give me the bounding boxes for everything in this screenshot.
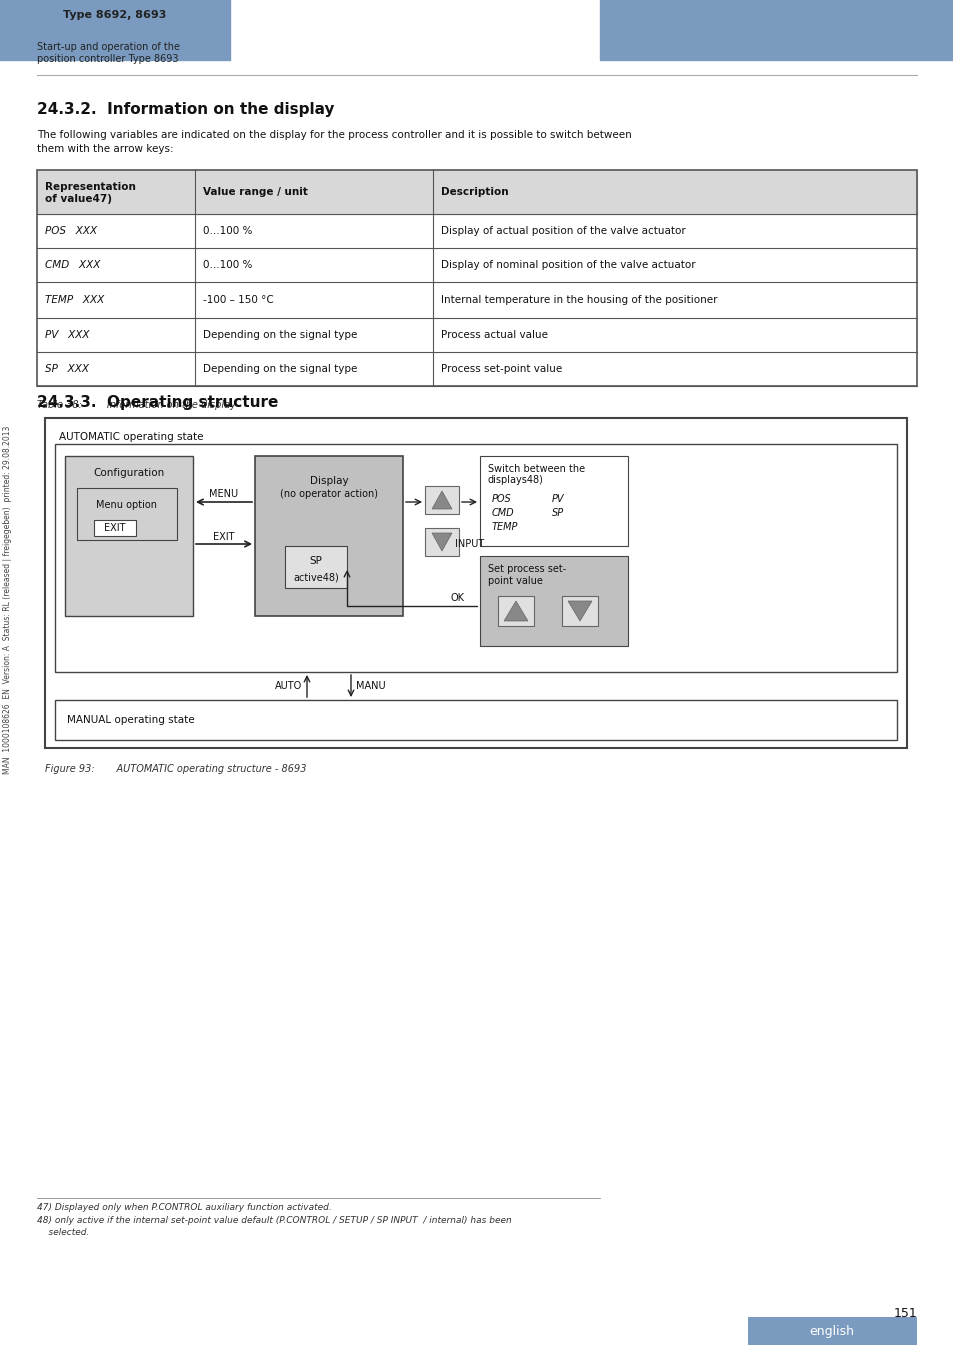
Text: AUTOMATIC operating state: AUTOMATIC operating state	[59, 432, 203, 441]
Bar	[55, 444, 896, 672]
Bar	[65, 456, 193, 616]
Text: Display of actual position of the valve actuator: Display of actual position of the valve …	[440, 225, 685, 236]
Bar	[497, 595, 534, 626]
Bar	[45, 418, 906, 748]
Text: Value range / unit: Value range / unit	[203, 188, 308, 197]
Text: Display of nominal position of the valve actuator: Display of nominal position of the valve…	[440, 261, 695, 270]
Text: Process set-point value: Process set-point value	[440, 364, 561, 374]
Text: -100 – 150 °C: -100 – 150 °C	[203, 296, 274, 305]
Text: TEMP   XXX: TEMP XXX	[45, 296, 104, 305]
Text: INPUT: INPUT	[455, 539, 483, 549]
Text: english: english	[809, 1324, 854, 1338]
Text: SP: SP	[552, 508, 563, 518]
Text: point value: point value	[488, 576, 542, 586]
Text: MANUAL operating state: MANUAL operating state	[67, 716, 194, 725]
Text: TEMP: TEMP	[492, 522, 517, 532]
Polygon shape	[567, 601, 592, 621]
Bar	[424, 528, 458, 556]
Text: position controller Type 8693: position controller Type 8693	[37, 54, 178, 63]
Text: 0...100 %: 0...100 %	[203, 225, 253, 236]
Text: Process actual value: Process actual value	[440, 329, 547, 340]
Text: AUTO: AUTO	[274, 680, 302, 691]
Text: OK: OK	[451, 593, 464, 603]
Text: bürkert: bürkert	[749, 8, 842, 28]
Text: POS: POS	[492, 494, 511, 504]
Text: PV   XXX: PV XXX	[45, 329, 90, 340]
Bar	[479, 456, 627, 545]
Text: selected.: selected.	[37, 1228, 90, 1237]
Text: Set process set-: Set process set-	[488, 564, 566, 574]
Bar	[285, 545, 347, 589]
Text: 47) Displayed only when P.CONTROL auxiliary function activated.: 47) Displayed only when P.CONTROL auxili…	[37, 1203, 332, 1212]
Text: Start-up and operation of the: Start-up and operation of the	[37, 42, 180, 53]
Text: Figure 93:       AUTOMATIC operating structure - 8693: Figure 93: AUTOMATIC operating structure…	[45, 764, 306, 774]
Polygon shape	[432, 491, 452, 509]
Text: active48): active48)	[293, 572, 338, 582]
Text: MAN  1000108626  EN  Version: A  Status: RL (released | freigegeben)  printed: 2: MAN 1000108626 EN Version: A Status: RL …	[4, 425, 12, 774]
Text: PV: PV	[552, 494, 564, 504]
Bar	[37, 170, 916, 386]
Text: displays48): displays48)	[488, 475, 543, 485]
Text: POS   XXX: POS XXX	[45, 225, 97, 236]
Text: 24.3.3.  Operating structure: 24.3.3. Operating structure	[37, 396, 278, 410]
Bar	[0, 0, 230, 59]
Text: CMD   XXX: CMD XXX	[45, 261, 100, 270]
Text: Internal temperature in the housing of the positioner: Internal temperature in the housing of t…	[440, 296, 717, 305]
Text: (no operator action): (no operator action)	[280, 489, 377, 500]
Text: Configuration: Configuration	[93, 468, 165, 478]
Text: EXIT: EXIT	[104, 522, 126, 533]
Text: SP   XXX: SP XXX	[45, 364, 89, 374]
Text: 151: 151	[892, 1307, 916, 1320]
Text: MENU: MENU	[210, 489, 238, 500]
Text: 48) only active if the internal set-point value default (P.CONTROL / SETUP / SP : 48) only active if the internal set-poin…	[37, 1216, 511, 1224]
Text: 0...100 %: 0...100 %	[203, 261, 253, 270]
Text: Depending on the signal type: Depending on the signal type	[203, 364, 357, 374]
Text: Menu option: Menu option	[96, 500, 157, 510]
Text: 24.3.2.  Information on the display: 24.3.2. Information on the display	[37, 103, 335, 117]
Text: Representation: Representation	[45, 182, 135, 192]
Text: Switch between the: Switch between the	[488, 464, 584, 474]
Bar	[55, 701, 896, 740]
Bar	[747, 1318, 916, 1345]
Bar	[37, 170, 916, 215]
Text: Type 8692, 8693: Type 8692, 8693	[63, 9, 167, 20]
Text: Description: Description	[440, 188, 508, 197]
Bar	[599, 0, 953, 59]
Text: EXIT: EXIT	[213, 532, 234, 541]
Bar	[77, 487, 177, 540]
Text: Table 38:        Information on the display: Table 38: Information on the display	[37, 400, 235, 410]
Text: MANU: MANU	[355, 680, 385, 691]
Text: SP: SP	[309, 556, 322, 566]
Text: of value47): of value47)	[45, 194, 112, 204]
Polygon shape	[503, 601, 527, 621]
Text: CMD: CMD	[492, 508, 514, 518]
Bar	[479, 556, 627, 647]
Text: Display: Display	[310, 477, 348, 486]
Bar	[94, 520, 136, 536]
Polygon shape	[432, 533, 452, 551]
Bar	[254, 456, 402, 616]
Text: FLUID CONTROL SYSTEMS: FLUID CONTROL SYSTEMS	[749, 31, 840, 36]
Bar	[424, 486, 458, 514]
Text: The following variables are indicated on the display for the process controller : The following variables are indicated on…	[37, 130, 631, 154]
Text: Depending on the signal type: Depending on the signal type	[203, 329, 357, 340]
Bar	[561, 595, 598, 626]
